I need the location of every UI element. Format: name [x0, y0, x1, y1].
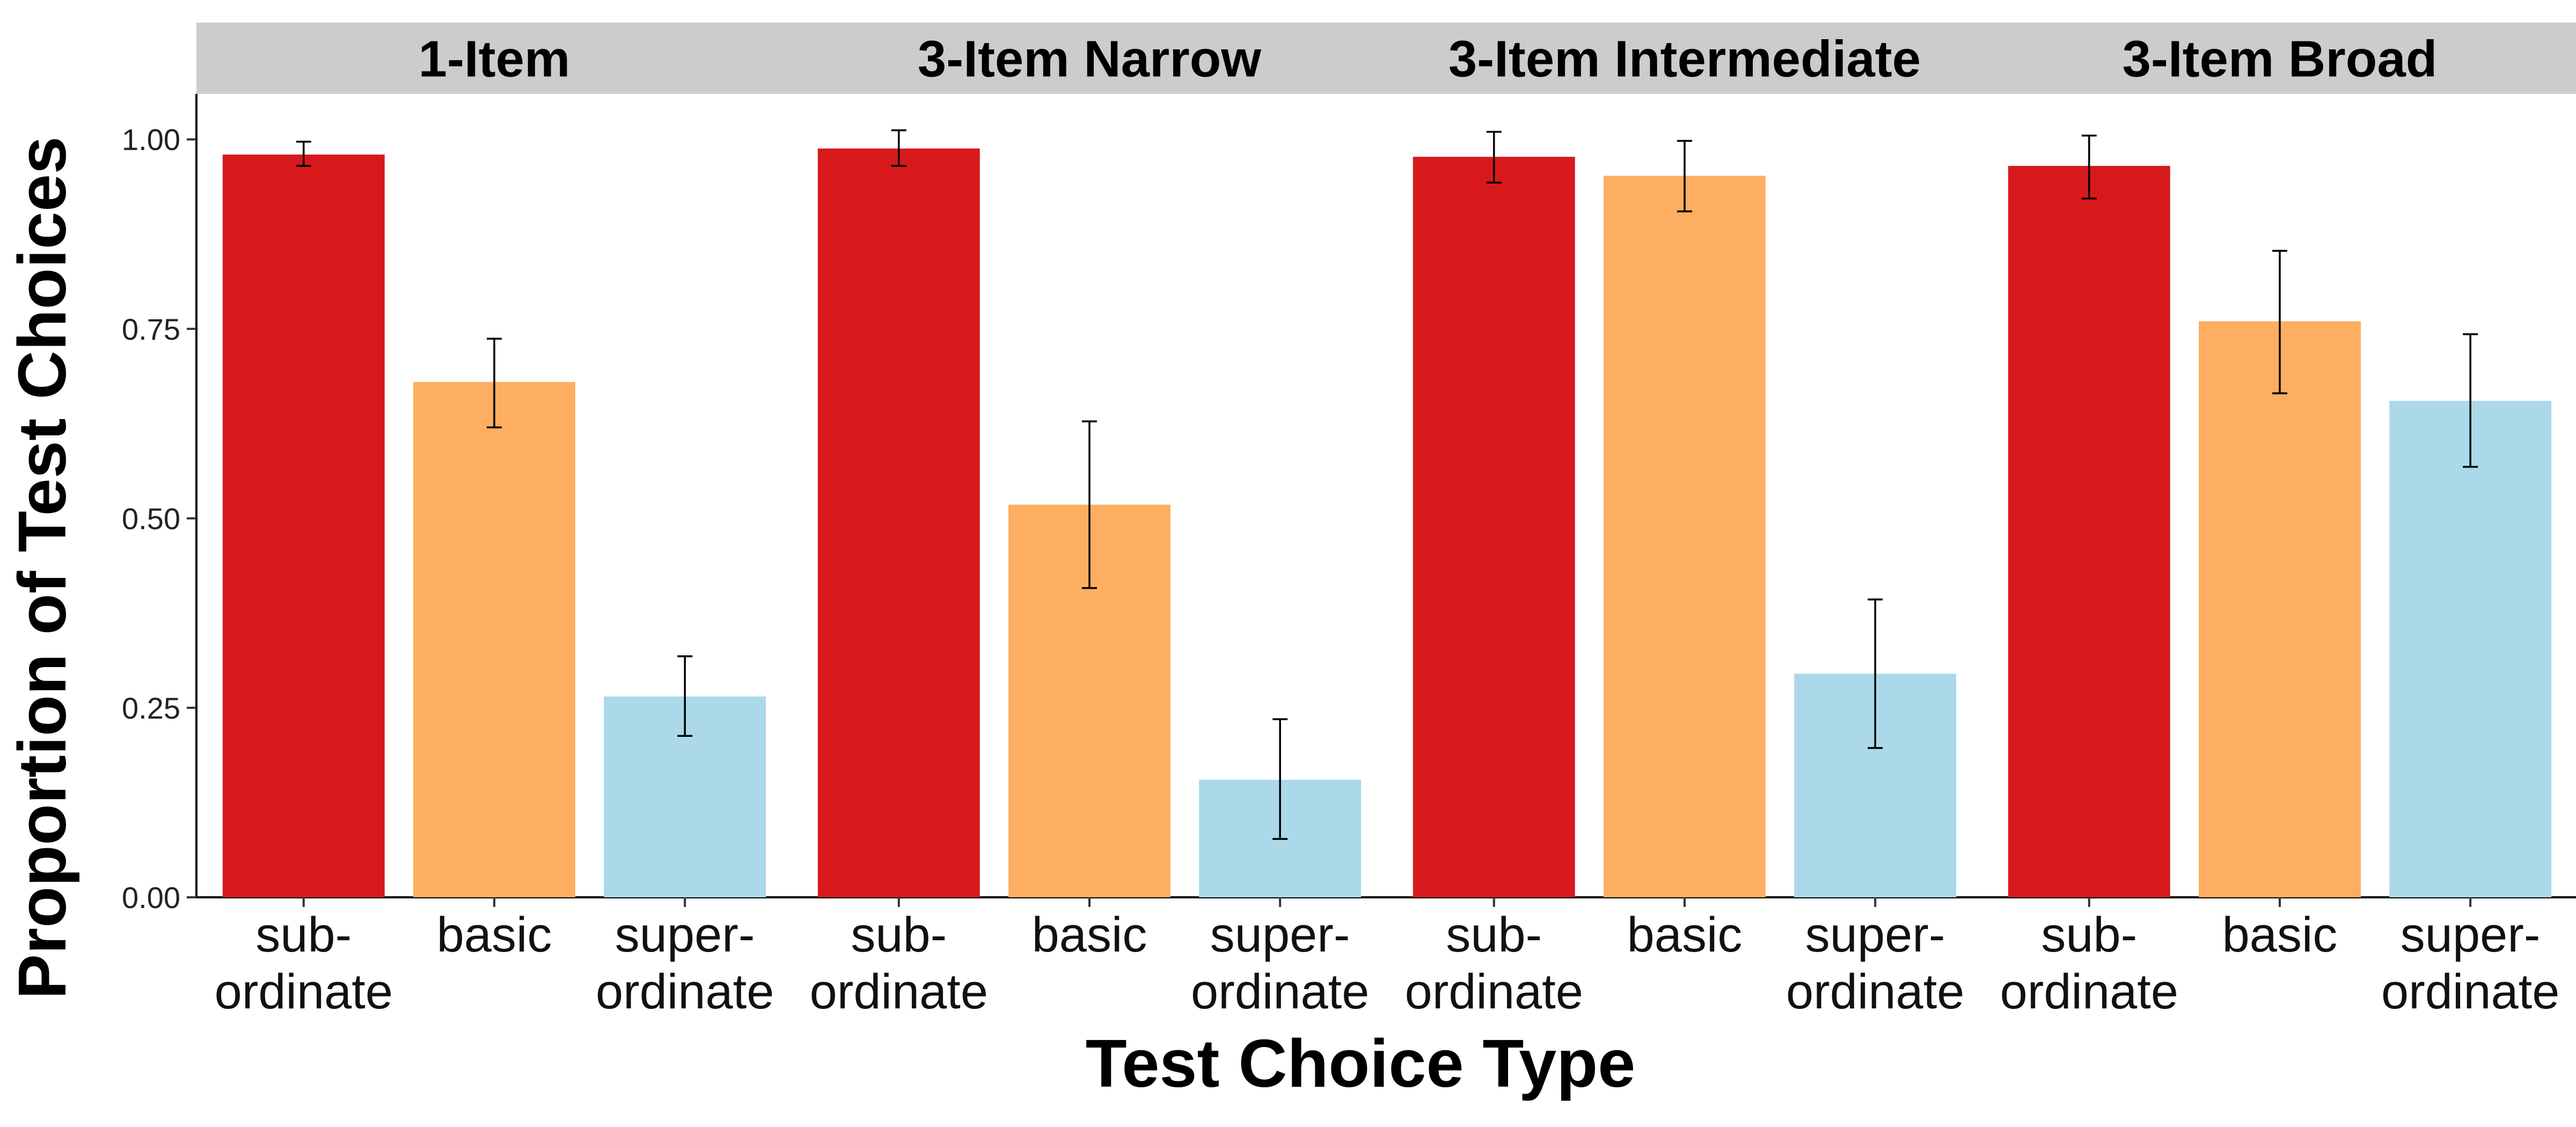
bar — [2008, 166, 2170, 898]
facet-strip — [1387, 23, 1982, 94]
y-axis-title: Proportion of Test Choices — [4, 136, 80, 999]
x-tick-label: basic — [437, 908, 552, 962]
x-tick-label-line: ordinate — [596, 964, 774, 1019]
y-tick-label: 1.00 — [122, 123, 180, 157]
x-tick-label-line: super- — [2401, 908, 2541, 962]
y-tick-label: 0.50 — [122, 502, 180, 536]
facet-title: 1-Item — [419, 31, 570, 88]
x-tick-label: basic — [2222, 908, 2338, 962]
x-tick-label-line: ordinate — [810, 964, 988, 1019]
x-tick-label-line: sub- — [255, 908, 352, 962]
x-tick-label-line: basic — [1032, 908, 1147, 962]
facet-panel: 3-Item Intermediate sub-ordinate basic supe… — [1387, 23, 1982, 1019]
x-tick-label: sub-ordinate — [2000, 908, 2178, 1019]
x-tick-label: sub-ordinate — [1405, 908, 1583, 1019]
x-tick-label-line: ordinate — [1191, 964, 1369, 1019]
facet-panel: 3-Item Broad sub-ordinate basic super-ordin… — [1982, 23, 2576, 1019]
facet-title: 3-Item Narrow — [918, 31, 1262, 88]
y-axis: 0.00 0.25 0.50 0.75 1.00 — [122, 94, 197, 914]
x-tick-label-line: basic — [2222, 908, 2338, 962]
x-tick-label: basic — [1032, 908, 1147, 962]
x-tick-label-line: ordinate — [2000, 964, 2178, 1019]
y-tick-label: 0.00 — [122, 881, 180, 914]
x-tick-label: super-ordinate — [2381, 908, 2559, 1019]
x-tick-label-line: ordinate — [215, 964, 393, 1019]
x-tick-label: super-ordinate — [1786, 908, 1964, 1019]
x-tick-label-line: ordinate — [1405, 964, 1583, 1019]
x-tick-label-line: super- — [1805, 908, 1945, 962]
x-tick-label: super-ordinate — [1191, 908, 1369, 1019]
bar — [222, 154, 385, 897]
x-tick-label-line: basic — [1627, 908, 1743, 962]
facet-panel: 3-Item Narrow sub-ordinate basic super-ordi… — [792, 23, 1387, 1019]
x-tick-label-line: ordinate — [1786, 964, 1964, 1019]
bar — [413, 382, 575, 897]
bar — [1604, 175, 1766, 897]
x-tick-label: super-ordinate — [596, 908, 774, 1019]
facet-strip — [196, 23, 792, 94]
facet-strip — [792, 23, 1387, 94]
facet-strip — [1982, 23, 2576, 94]
y-tick-label: 0.25 — [122, 691, 180, 725]
x-tick-label-line: super- — [1210, 908, 1350, 962]
x-tick-label: basic — [1627, 908, 1743, 962]
x-tick-label-line: sub- — [1446, 908, 1542, 962]
x-tick-label-line: sub- — [851, 908, 947, 962]
x-tick-label: sub-ordinate — [215, 908, 393, 1019]
bar — [817, 148, 980, 898]
facet-title: 3-Item Intermediate — [1448, 31, 1921, 88]
x-tick-label: sub-ordinate — [810, 908, 988, 1019]
y-tick-label: 0.75 — [122, 312, 180, 346]
bar — [2199, 321, 2361, 898]
facet-panel: 1-Item sub-ordinate basic super-ordinate — [196, 23, 792, 1019]
bar — [1413, 157, 1575, 898]
x-axis-title: Test Choice Type — [1086, 1026, 1636, 1101]
x-tick-label-line: sub- — [2041, 908, 2137, 962]
x-tick-label-line: basic — [437, 908, 552, 962]
x-tick-label-line: super- — [615, 908, 755, 962]
bar — [2389, 400, 2552, 897]
x-tick-label-line: ordinate — [2381, 964, 2559, 1019]
facet-title: 3-Item Broad — [2123, 31, 2438, 88]
